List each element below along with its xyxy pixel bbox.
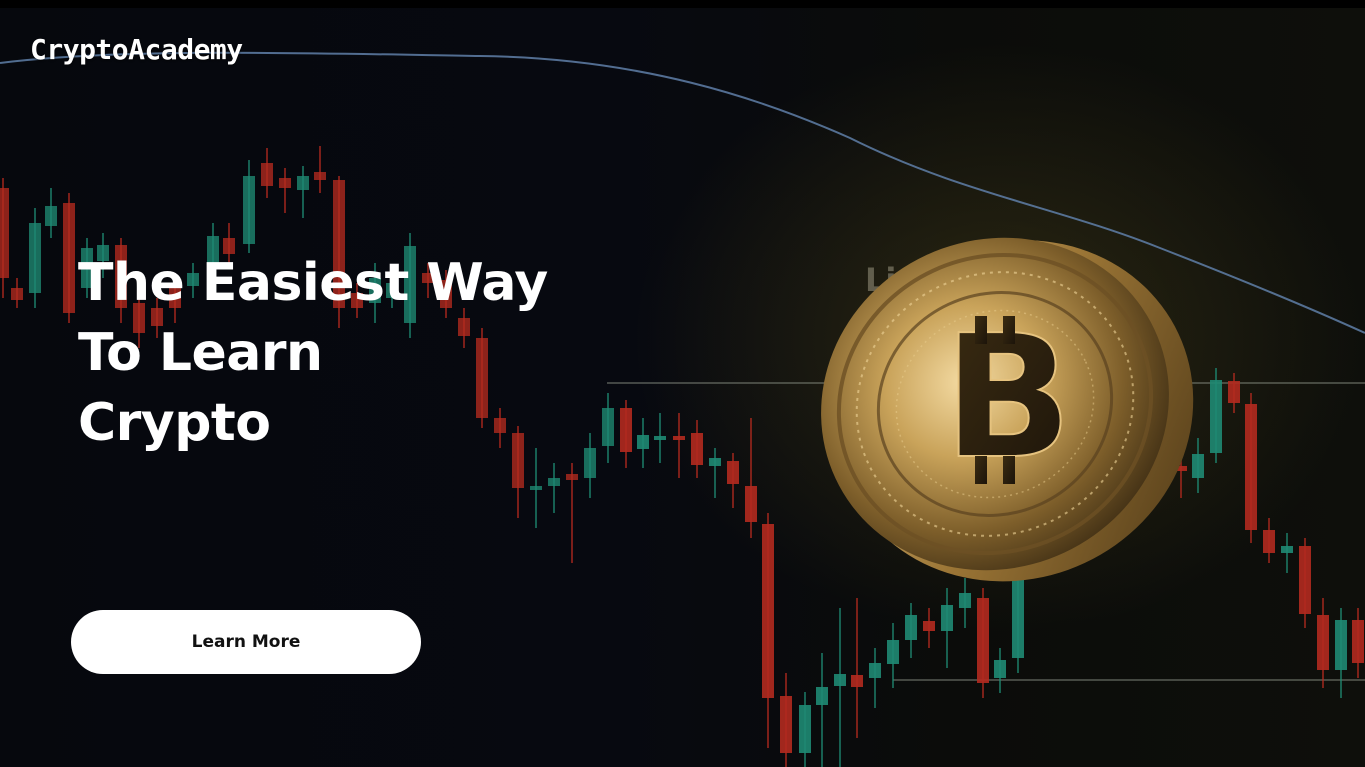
candle-body	[977, 598, 989, 683]
candle-body	[994, 660, 1006, 678]
candle-body	[602, 408, 614, 446]
candle-body	[81, 248, 93, 288]
candle-body	[404, 246, 416, 323]
trend-line	[0, 51, 1365, 334]
candle-body	[691, 433, 703, 465]
candle-body	[494, 418, 506, 433]
candle-body	[476, 338, 488, 418]
candle-body	[422, 273, 434, 283]
candle-body	[762, 524, 774, 698]
candle-body	[869, 663, 881, 678]
headline-line: To Learn	[78, 323, 323, 383]
candle-body	[816, 687, 828, 705]
candle-body	[133, 303, 145, 333]
candle-body	[261, 163, 273, 186]
candle-body	[959, 593, 971, 608]
candle-body	[1335, 620, 1347, 670]
candle-body	[369, 278, 381, 303]
candle-body	[799, 705, 811, 753]
candle-body	[1192, 454, 1204, 478]
candle-body	[207, 236, 219, 268]
candle-body	[314, 172, 326, 180]
candle-body	[1352, 620, 1364, 663]
brand-logo[interactable]: CryptoAcademy	[30, 33, 243, 66]
candle-body	[548, 478, 560, 486]
candle-body	[1228, 381, 1240, 403]
candle-body	[169, 288, 181, 308]
hero-headline: The Easiest Way To Learn Crypto	[78, 248, 598, 458]
candle-body	[584, 448, 596, 478]
headline-line: The Easiest Way	[78, 253, 548, 313]
candle-body	[727, 461, 739, 484]
candle-body	[97, 245, 109, 261]
bitcoin-coin-icon: B	[821, 237, 1194, 582]
candle-body	[1175, 466, 1187, 471]
candle-body	[458, 318, 470, 336]
candle-body	[851, 675, 863, 687]
headline-line: Crypto	[78, 393, 271, 453]
candle-body	[440, 280, 452, 308]
candle-body	[297, 176, 309, 190]
candle-body	[115, 245, 127, 308]
candle-body	[923, 621, 935, 631]
candle-body	[0, 188, 9, 278]
candle-body	[566, 474, 578, 480]
candle-body	[780, 696, 792, 753]
candle-body	[941, 605, 953, 631]
candle-body	[223, 238, 235, 254]
candle-body	[512, 433, 524, 488]
candle-body	[279, 178, 291, 188]
candle-body	[351, 293, 363, 308]
candle-body	[187, 273, 199, 286]
candle-body	[151, 308, 163, 326]
candle-body	[1263, 530, 1275, 553]
candle-body	[1245, 404, 1257, 530]
candle-body	[620, 408, 632, 452]
candle-body	[834, 674, 846, 686]
candle-body	[654, 436, 666, 440]
candle-body	[45, 206, 57, 226]
candle-body	[887, 640, 899, 664]
candle-body	[29, 223, 41, 293]
background-chart: Lig B	[0, 51, 1365, 767]
learn-more-button[interactable]: Learn More	[71, 610, 421, 674]
candle-body	[673, 436, 685, 440]
candle-body	[1210, 380, 1222, 453]
candle-body	[243, 176, 255, 244]
candle-body	[530, 486, 542, 490]
candle-body	[709, 458, 721, 466]
candle-body	[11, 288, 23, 300]
candle-body	[333, 180, 345, 308]
candle-body	[905, 615, 917, 640]
candle-body	[63, 203, 75, 313]
candle-body	[637, 435, 649, 449]
candle-body	[386, 283, 398, 298]
candle-body	[745, 486, 757, 522]
candle-body	[1281, 546, 1293, 553]
candle-body	[1317, 615, 1329, 670]
candle-body	[1299, 546, 1311, 614]
